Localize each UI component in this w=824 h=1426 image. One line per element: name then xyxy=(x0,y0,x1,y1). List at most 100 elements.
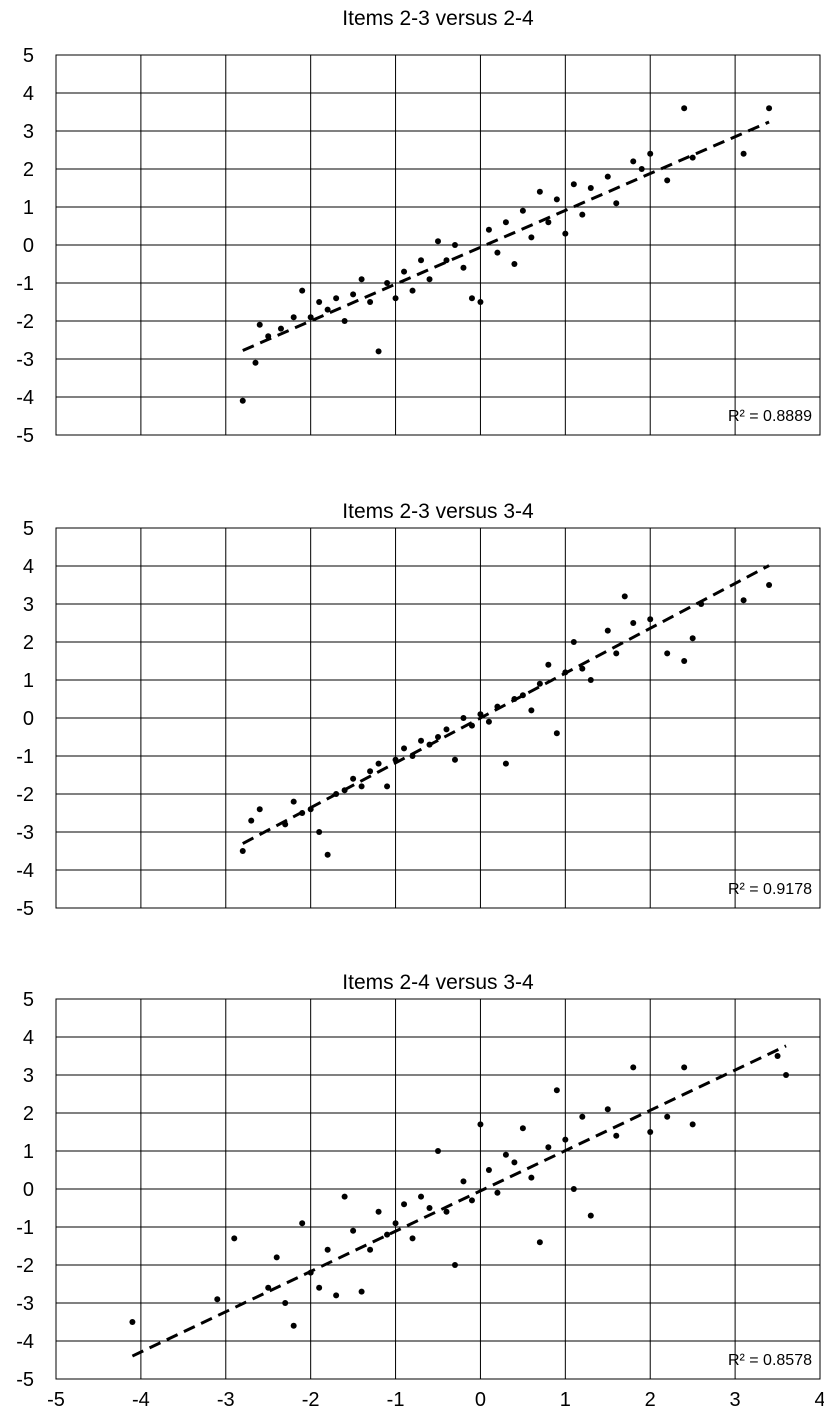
data-point xyxy=(511,1159,518,1166)
y-tick-label: 5 xyxy=(23,989,34,1011)
data-point xyxy=(579,211,586,218)
y-tick-label: -2 xyxy=(16,1255,34,1277)
data-point xyxy=(528,1174,535,1181)
data-point xyxy=(689,635,696,642)
data-point xyxy=(256,806,263,813)
y-tick-label: -3 xyxy=(16,1293,34,1315)
trendline xyxy=(131,1044,787,1358)
trendline xyxy=(242,120,770,352)
y-tick-label: 3 xyxy=(23,1065,34,1087)
data-point xyxy=(519,1125,526,1132)
data-point xyxy=(647,150,654,157)
data-point xyxy=(485,1167,492,1173)
y-tick-label: -2 xyxy=(16,784,34,806)
data-point xyxy=(562,1136,569,1143)
y-tick-label: 1 xyxy=(23,670,34,692)
x-tick-label: -4 xyxy=(132,1389,150,1411)
data-point xyxy=(528,234,535,241)
y-tick-label: 2 xyxy=(23,1103,34,1125)
data-point xyxy=(570,639,577,645)
data-point xyxy=(536,1239,543,1246)
data-point xyxy=(384,783,391,790)
y-tick-label: -4 xyxy=(16,1331,34,1353)
data-point xyxy=(443,1208,450,1215)
data-point xyxy=(630,158,637,165)
data-point xyxy=(681,105,688,112)
data-point xyxy=(451,1262,458,1268)
data-point xyxy=(350,291,357,298)
data-point xyxy=(299,287,306,294)
y-tick-label: -5 xyxy=(16,898,34,920)
x-tick-label: 2 xyxy=(645,1389,656,1411)
data-point xyxy=(316,1284,323,1291)
data-point xyxy=(502,219,509,226)
data-point xyxy=(418,737,425,744)
data-point xyxy=(485,226,492,233)
data-point xyxy=(290,1322,297,1329)
chart-title: Items 2-4 versus 3-4 xyxy=(342,971,534,994)
data-point xyxy=(553,730,560,737)
data-point xyxy=(401,745,408,752)
data-point xyxy=(545,219,552,226)
data-point xyxy=(460,264,467,271)
data-point xyxy=(252,359,259,366)
data-point xyxy=(604,627,611,634)
data-point xyxy=(350,775,357,782)
y-tick-label: 5 xyxy=(23,518,34,540)
data-point xyxy=(239,848,246,854)
data-point xyxy=(299,1220,306,1227)
data-point xyxy=(664,1113,671,1120)
data-point xyxy=(401,1201,408,1208)
scatter-chart-2: Items 2-3 versus 3-4 5 4 3 2 1 0 -1 -2 -3 -4 -5 R² =… xyxy=(16,500,821,920)
data-point xyxy=(367,1246,374,1253)
data-point xyxy=(681,658,688,664)
data-point xyxy=(451,756,458,763)
data-point xyxy=(604,1106,611,1113)
data-point xyxy=(375,1208,382,1215)
data-point xyxy=(664,177,671,184)
data-point xyxy=(341,318,348,324)
scatter-chart-3: Items 2-4 versus 3-4 5 4 3 2 1 0 -1 -2 -3 -4 -5 -5 -4… xyxy=(16,971,824,1411)
data-point xyxy=(316,829,323,835)
data-point xyxy=(435,734,441,740)
data-point xyxy=(545,661,552,668)
data-point xyxy=(443,726,450,733)
data-point xyxy=(553,1087,560,1094)
x-tick-label: -2 xyxy=(302,1389,320,1411)
y-tick-label: 2 xyxy=(23,159,34,181)
data-point xyxy=(494,249,501,256)
data-point xyxy=(502,1151,509,1158)
data-point xyxy=(613,1132,620,1139)
chart-title: Items 2-3 versus 3-4 xyxy=(342,500,534,523)
data-point xyxy=(630,1064,637,1071)
data-point xyxy=(570,1186,577,1192)
data-point xyxy=(579,665,586,672)
x-tick-label: 4 xyxy=(814,1389,824,1411)
data-point xyxy=(324,1246,331,1253)
x-tick-label: -5 xyxy=(47,1389,65,1411)
data-point xyxy=(587,185,594,191)
x-tick-label: 3 xyxy=(730,1389,741,1411)
data-point xyxy=(282,1300,289,1306)
trendline xyxy=(242,564,770,845)
data-point xyxy=(409,1235,416,1242)
data-point xyxy=(451,242,458,248)
data-point xyxy=(460,1178,467,1185)
data-point xyxy=(477,1121,484,1128)
data-point xyxy=(290,798,297,805)
y-tick-label: 0 xyxy=(23,1179,34,1201)
data-point xyxy=(277,325,284,332)
data-point xyxy=(435,1148,441,1154)
data-point xyxy=(545,1144,552,1151)
data-point xyxy=(774,1053,781,1059)
y-tick-label: 5 xyxy=(23,45,34,67)
data-point xyxy=(435,238,441,245)
y-tick-label: 2 xyxy=(23,632,34,654)
scatter-chart-1: Items 2-3 versus 2-4 5 4 3 2 1 0 -1 -2 -3 -4 -5 R² =… xyxy=(16,7,821,447)
y-tick-label: -4 xyxy=(16,860,34,882)
data-point xyxy=(426,1205,433,1211)
data-point xyxy=(494,1189,501,1196)
data-point xyxy=(477,299,484,305)
data-point xyxy=(316,299,323,305)
r-squared-label: R² = 0.8578 xyxy=(728,1352,812,1369)
